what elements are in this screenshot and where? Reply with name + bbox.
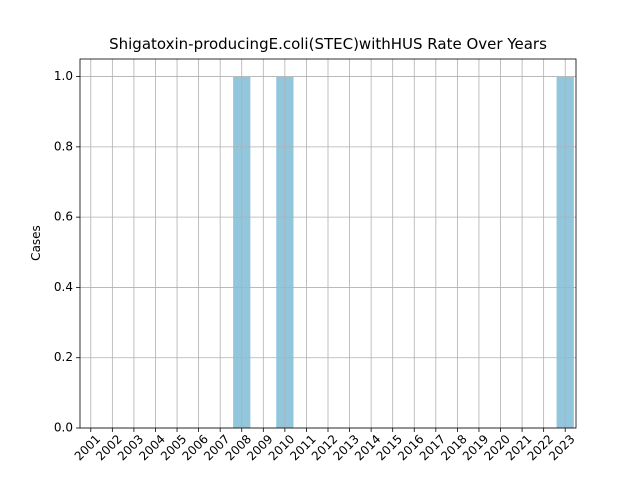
y-tick-label: 0.4	[54, 280, 73, 294]
y-tick-label: 0.2	[54, 350, 73, 364]
y-tick-label: 0.0	[54, 421, 73, 435]
y-tick-label: 0.8	[54, 139, 73, 153]
y-tick-label: 0.6	[54, 210, 73, 224]
y-tick-label: 1.0	[54, 69, 73, 83]
chart-title: Shigatoxin-producingE.coli(STEC)withHUS …	[109, 35, 547, 53]
y-axis-label: Cases	[29, 225, 43, 261]
plot-frame	[79, 58, 577, 429]
